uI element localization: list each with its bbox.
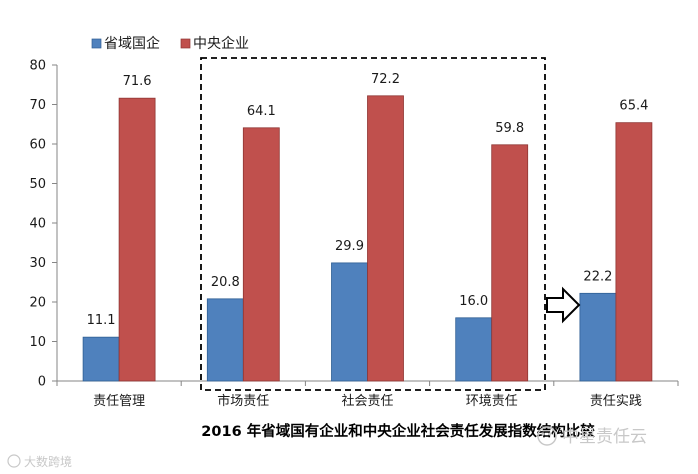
x-tick-label: 社会责任 [341, 393, 393, 409]
y-tick-label: 0 [38, 375, 46, 390]
data-label: 11.1 [87, 313, 116, 328]
bar-central [118, 97, 156, 382]
legend: 省域国企 中央企业 [91, 35, 249, 52]
watermark-right-text: 中星责任云 [562, 427, 647, 447]
bar-central [491, 144, 529, 382]
y-tick-label: 80 [29, 59, 46, 74]
watermark-left-text: 大数跨境 [24, 454, 72, 469]
bars [82, 95, 653, 382]
wechat-icon [537, 426, 557, 446]
y-tick-label: 40 [29, 217, 46, 232]
y-tick-label: 10 [29, 335, 46, 350]
chart-title: 2016 年省域国有企业和中央企业社会责任发展指数结构比较 [201, 422, 595, 440]
data-label: 71.6 [123, 74, 152, 89]
bar-provincial [455, 317, 493, 382]
legend-swatch-provincial [91, 38, 102, 49]
bar-central [367, 95, 404, 382]
arrow-right-icon [546, 286, 581, 324]
bar-central [615, 122, 653, 382]
bar-provincial [331, 262, 368, 382]
watermark-right: 中星责任云 [537, 426, 647, 447]
legend-swatch-central [180, 38, 191, 49]
legend-label-provincial: 省域国企 [104, 35, 160, 52]
x-tick-label: 责任实践 [590, 394, 642, 409]
watermark-left: 大数跨境 [7, 454, 72, 469]
data-label: 64.1 [247, 104, 276, 119]
wechat-icon-small [7, 454, 21, 468]
y-tick-label: 70 [29, 98, 46, 113]
y-tick-label: 50 [29, 177, 46, 192]
x-tick-label: 市场责任 [217, 393, 269, 409]
data-label: 29.9 [335, 239, 364, 254]
data-label: 59.8 [495, 121, 524, 136]
data-label: 16.0 [459, 294, 488, 309]
bar-provincial [82, 336, 120, 382]
bar-provincial [579, 292, 617, 382]
y-tick-label: 20 [29, 296, 46, 311]
bar-provincial [206, 298, 244, 382]
x-tick-label: 环境责任 [466, 394, 518, 409]
bar-central [242, 127, 280, 382]
data-label: 20.8 [211, 275, 240, 290]
data-labels: 11.1 71.6 20.8 64.1 29.9 72.2 16.0 59.8 22.2 65.4 [87, 72, 649, 328]
data-label: 65.4 [619, 99, 648, 114]
y-tick-label: 30 [29, 256, 46, 271]
y-axis: 0 10 20 30 40 50 60 70 80 [29, 59, 58, 390]
highlight-dashed-box [200, 57, 546, 391]
data-label: 72.2 [371, 72, 400, 87]
legend-label-central: 中央企业 [193, 35, 249, 52]
x-axis: 责任管理 市场责任 社会责任 环境责任 责任实践 [56, 380, 679, 409]
data-label: 22.2 [583, 269, 612, 284]
x-tick-label: 责任管理 [93, 394, 145, 409]
y-tick-label: 60 [29, 138, 46, 153]
